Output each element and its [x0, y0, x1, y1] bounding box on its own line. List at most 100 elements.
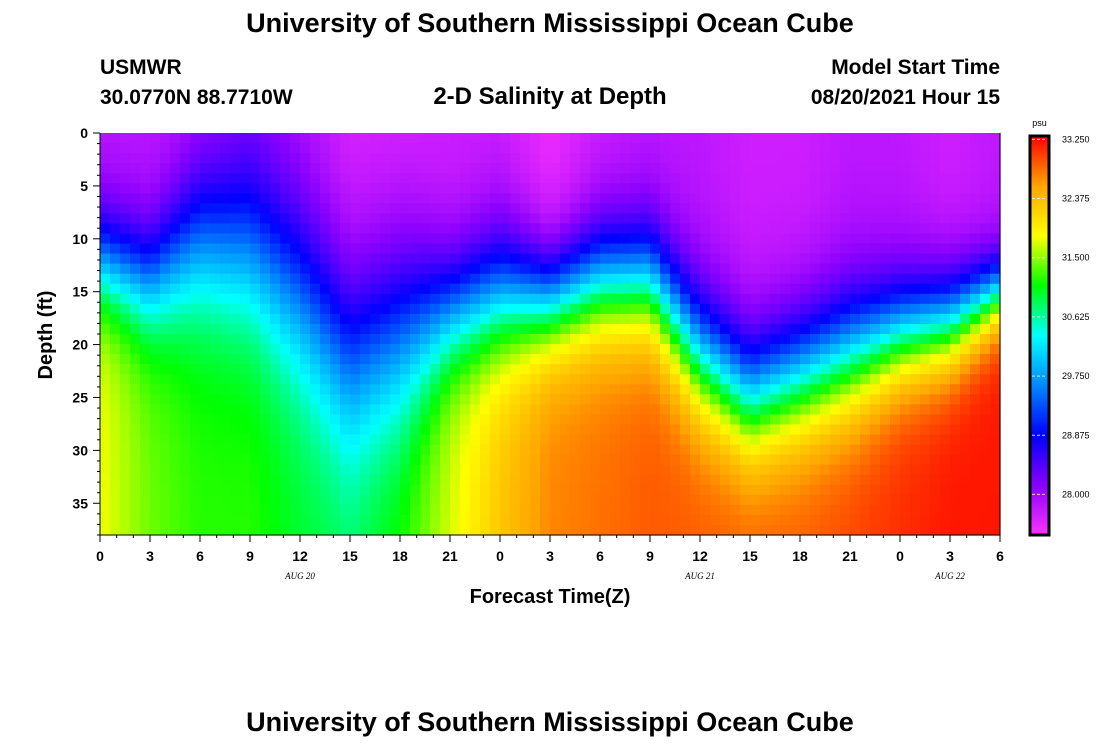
heatmap-cell	[130, 253, 141, 265]
heatmap-cell	[990, 273, 1001, 285]
chart-subtitle: 2-D Salinity at Depth	[433, 83, 667, 110]
heatmap-cell	[850, 374, 861, 385]
heatmap-cell	[850, 233, 861, 245]
heatmap-cell	[720, 253, 731, 265]
heatmap-cell	[540, 153, 551, 164]
heatmap-cell	[590, 384, 601, 395]
heatmap-cell	[620, 384, 631, 395]
heatmap-cell	[830, 424, 841, 436]
heatmap-cell	[990, 143, 1001, 154]
heatmap-cell	[520, 263, 531, 275]
heatmap-cell	[910, 153, 921, 164]
heatmap-cell	[660, 384, 671, 395]
heatmap-cell	[210, 414, 221, 426]
heatmap-cell	[830, 414, 841, 426]
heatmap-cell	[820, 404, 831, 415]
heatmap-cell	[990, 334, 1001, 345]
heatmap-cell	[170, 494, 181, 506]
heatmap-cell	[810, 233, 821, 245]
heatmap-cell	[120, 203, 131, 214]
heatmap-cell	[460, 414, 471, 426]
heatmap-cell	[890, 514, 901, 526]
heatmap-cell	[170, 193, 181, 204]
heatmap-cell	[440, 374, 451, 385]
heatmap-cell	[670, 524, 681, 536]
heatmap-cell	[420, 263, 431, 275]
heatmap-cell	[730, 263, 741, 275]
heatmap-cell	[460, 454, 471, 466]
heatmap-cell	[400, 163, 411, 174]
heatmap-cell	[440, 444, 451, 456]
heatmap-cell	[480, 434, 491, 446]
heatmap-cell	[860, 474, 871, 486]
heatmap-cell	[920, 354, 931, 365]
heatmap-cell	[310, 293, 321, 305]
x-axis-label: Forecast Time(Z)	[470, 586, 631, 608]
heatmap-cell	[900, 524, 911, 536]
heatmap-cell	[990, 223, 1001, 235]
heatmap-cell	[440, 313, 451, 325]
heatmap-cell	[850, 133, 861, 144]
heatmap-cell	[970, 173, 981, 184]
heatmap-cell	[140, 273, 151, 285]
heatmap-cell	[390, 193, 401, 204]
heatmap-cell	[620, 404, 631, 415]
heatmap-cell	[900, 273, 911, 285]
heatmap-cell	[530, 464, 541, 476]
heatmap-cell	[600, 313, 611, 325]
heatmap-cell	[520, 173, 531, 184]
heatmap-cell	[580, 364, 591, 375]
heatmap-cell	[260, 133, 271, 144]
heatmap-cell	[950, 263, 961, 275]
heatmap-cell	[660, 364, 671, 375]
heatmap-cell	[470, 273, 481, 285]
heatmap-cell	[860, 404, 871, 415]
heatmap-cell	[540, 344, 551, 355]
heatmap-cell	[650, 263, 661, 275]
heatmap-cell	[470, 133, 481, 144]
heatmap-cell	[800, 524, 811, 536]
heatmap-cell	[250, 303, 261, 315]
heatmap-cell	[660, 484, 671, 496]
heatmap-cell	[630, 183, 641, 194]
heatmap-cell	[850, 524, 861, 536]
heatmap-cell	[430, 313, 441, 325]
heatmap-cell	[620, 494, 631, 506]
heatmap-cell	[770, 424, 781, 436]
heatmap-cell	[330, 514, 341, 526]
heatmap-cell	[480, 223, 491, 235]
heatmap-cell	[370, 454, 381, 466]
heatmap-cell	[690, 133, 701, 144]
heatmap-cell	[710, 153, 721, 164]
heatmap-cell	[250, 514, 261, 526]
heatmap-cell	[990, 323, 1001, 335]
heatmap-cell	[500, 504, 511, 516]
heatmap-cell	[620, 243, 631, 255]
heatmap-cell	[970, 163, 981, 174]
heatmap-cell	[870, 233, 881, 245]
heatmap-cell	[560, 454, 571, 466]
heatmap-cell	[190, 424, 201, 436]
heatmap-cell	[100, 143, 111, 154]
heatmap-cell	[460, 484, 471, 496]
heatmap-cell	[900, 454, 911, 466]
heatmap-cell	[530, 183, 541, 194]
heatmap-cell	[110, 263, 121, 275]
heatmap-cell	[390, 323, 401, 335]
heatmap-cell	[860, 424, 871, 436]
heatmap-cell	[370, 524, 381, 536]
heatmap-cell	[440, 233, 451, 245]
heatmap-cell	[330, 263, 341, 275]
heatmap-cell	[410, 133, 421, 144]
heatmap-cell	[650, 354, 661, 365]
heatmap-cell	[850, 454, 861, 466]
heatmap-cell	[910, 283, 921, 295]
heatmap-cell	[370, 364, 381, 375]
heatmap-cell	[890, 323, 901, 335]
heatmap-cell	[620, 143, 631, 154]
heatmap-cell	[380, 394, 391, 405]
heatmap-cell	[930, 424, 941, 436]
heatmap-cell	[190, 293, 201, 305]
heatmap-cell	[950, 213, 961, 225]
heatmap-cell	[200, 203, 211, 214]
